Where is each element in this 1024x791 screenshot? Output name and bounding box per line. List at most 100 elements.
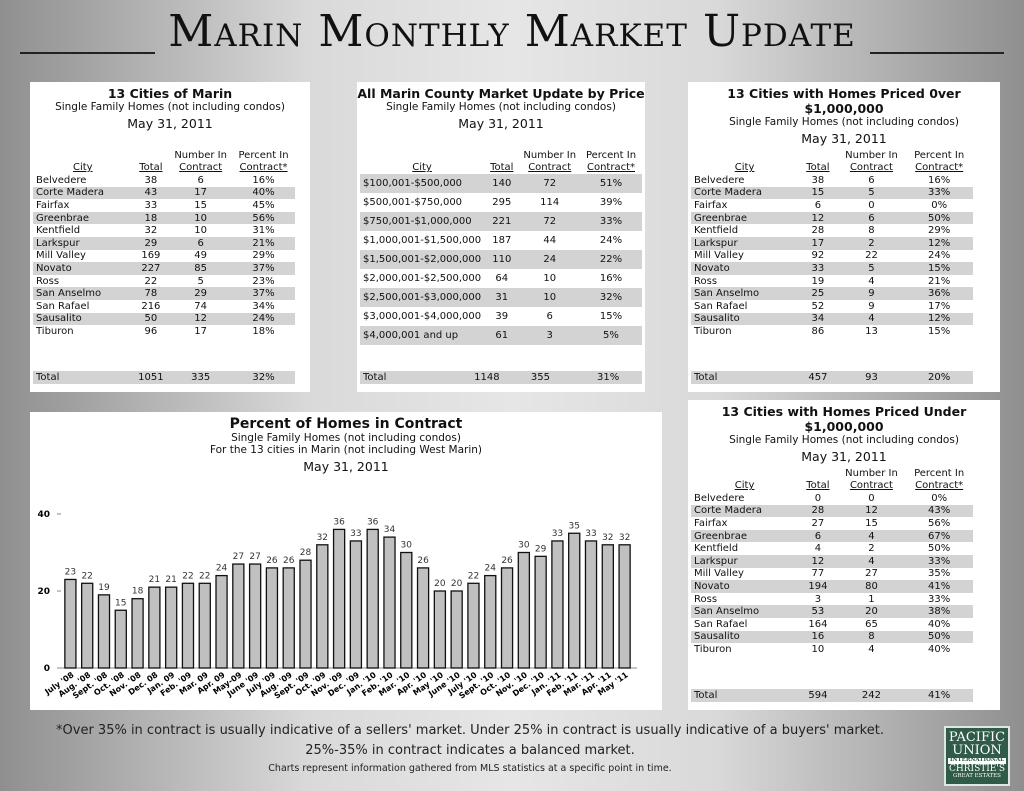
cell: Kentfield [694,543,739,555]
cell: 2 [837,236,906,250]
data-label: 26 [501,556,513,566]
cell: 50 [132,312,170,326]
table-row: Tiburon 96 17 18% [33,325,295,338]
cell: 13 [865,325,878,337]
panel-under-1m: 13 Cities with Homes Priced Under $1,000… [688,400,1000,710]
table-row: San Anselmo 78 29 37% [33,287,295,300]
cell: Larkspur [691,236,799,250]
col-percent-2: Contract* [239,162,288,173]
col-city: City [734,480,755,491]
chart-title: Percent of Homes in Contract [229,416,463,432]
total-cell: Total [360,371,468,384]
bar [500,567,514,669]
cell: 5 [837,262,906,275]
panel-title: 13 Cities with Homes Priced 0ver $1,000,… [727,86,961,116]
cell: San Rafael [694,300,748,312]
cell: 9 [868,300,875,312]
col-number-1: Number In [845,150,898,161]
cell: Corte Madera [691,186,799,200]
cell: 12% [905,312,973,326]
data-label: 27 [249,552,260,562]
cell: 50% [905,211,973,225]
cell: 37% [232,262,295,275]
cell: Novato [691,262,799,275]
bar [299,559,312,669]
panel-title: 13 Cities of Marin [107,86,233,101]
cell: 6 [814,199,822,211]
panel-13-cities: 13 Cities of Marin Single Family Homes (… [30,82,310,392]
cell: 33 [144,199,158,211]
cell: 50% [905,630,973,644]
bar [400,551,413,669]
cell: 41% [905,580,973,593]
table-row: $500,001-$750,000 295 114 39% [360,193,642,212]
cell: 65 [865,618,878,630]
table-row: $3,000,001-$4,000,000 39 6 15% [360,307,642,326]
cell: 16% [252,174,275,186]
table-header: City Total Number In Contract Percent In C… [691,150,973,174]
total-row-table: Total 457 93 20% [691,371,973,384]
cell: 28 [811,225,825,237]
cell: Kentfield [36,225,81,237]
cell: 52 [811,300,825,312]
table-row: Ross 22 5 23% [33,275,295,288]
cell: 25 [798,287,838,300]
logo-pacific: PACIFIC [948,730,1006,745]
table-row: $1,000,001-$1,500,000 187 44 24% [360,231,642,250]
data-label: 33 [552,529,563,539]
cell: Greenbrae [691,211,799,225]
cell: San Anselmo [691,287,799,300]
cell: 0% [931,199,948,211]
cell: 6 [837,211,906,225]
table-row: San Anselmo 53 20 38% [691,605,973,618]
cell: 16% [599,273,623,284]
total-row-table: Total 594 242 41% [691,689,973,702]
bar [282,567,295,669]
total-cell: 20% [905,371,973,384]
cell: 38% [905,605,973,618]
total-cell: Total [33,371,133,384]
cell: $1,500,001-$2,000,000 [360,250,485,269]
table-row: Tiburon 10 4 40% [691,643,973,656]
total-row-table: Total 1148 355 31% [360,371,642,384]
cell: Tiburon [36,325,74,337]
cell: 187 [492,235,512,246]
data-label: 20 [451,579,463,589]
bar [366,528,379,669]
panel-over-1m: 13 Cities with Homes Priced 0ver $1,000,… [688,82,1000,392]
table-row: $750,001-$1,000,000 221 72 33% [360,212,642,231]
cell: 10 [519,288,580,307]
cell: 22% [579,250,642,269]
total-cell: 594 [798,689,838,702]
table-row: Greenbrae 6 4 67% [691,529,973,543]
cell: Sausalito [691,312,799,326]
cell: 15% [928,325,951,337]
table-row: Fairfax 33 15 45% [33,199,295,212]
data-label: 30 [518,541,530,551]
cell: 56% [232,211,295,225]
cell: 169 [141,250,161,262]
data-label: 22 [182,571,193,581]
panel-subtitle: Single Family Homes (not including condo… [55,101,285,113]
data-label: 35 [568,521,579,531]
cell: 6 [169,236,233,250]
cell: 28 [798,504,838,518]
cell: 3 [519,326,580,345]
data-label: 20 [434,579,446,589]
col-total: Total [806,162,830,173]
cell: 17% [928,300,951,312]
cell: 39 [495,311,509,322]
table-row: $2,000,001-$2,500,000 64 10 16% [360,269,642,288]
cell: 2 [868,543,875,555]
table-row: Belvedere 38 6 16% [33,174,295,187]
data-label: 26 [417,556,429,566]
bar [568,532,581,669]
footer-balanced: 25%-35% in contract indicates a balanced… [305,743,635,758]
table-row: $1,500,001-$2,000,000 110 24 22% [360,250,642,269]
cell: Greenbrae [33,211,133,225]
total-cell: 335 [169,371,233,384]
bar [484,574,497,669]
cell: 4 [868,275,875,287]
bar [181,582,195,669]
cell: $2,500,001-$3,000,000 [360,288,485,307]
